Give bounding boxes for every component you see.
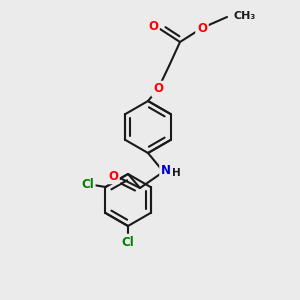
Text: O: O (148, 20, 158, 34)
Text: Cl: Cl (81, 178, 94, 191)
Text: CH₃: CH₃ (233, 11, 255, 21)
Text: Cl: Cl (122, 236, 134, 248)
Text: O: O (197, 22, 207, 34)
Text: N: N (161, 164, 171, 176)
Text: O: O (108, 169, 118, 182)
Text: H: H (172, 168, 180, 178)
Text: O: O (153, 82, 163, 95)
